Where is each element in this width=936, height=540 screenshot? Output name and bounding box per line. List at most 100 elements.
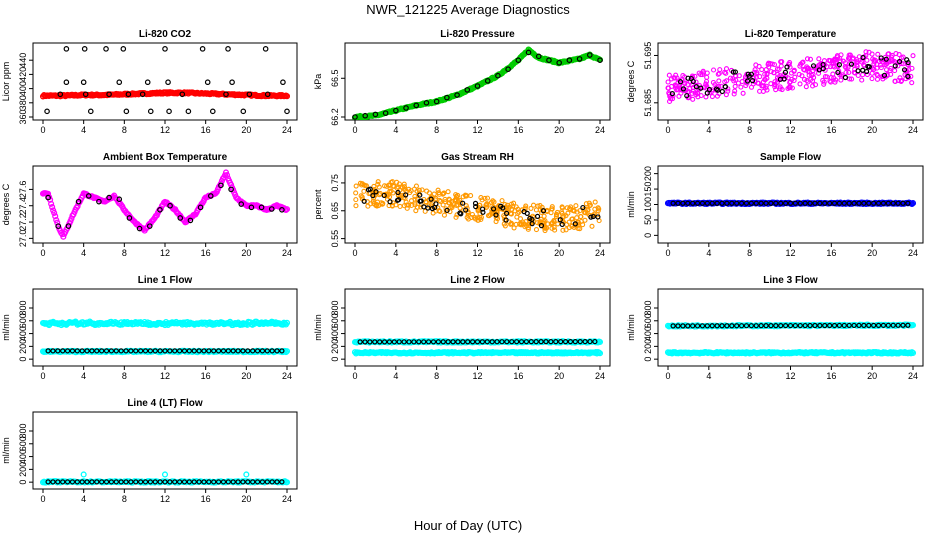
data-point: [812, 200, 818, 206]
data-point: [503, 207, 509, 213]
data-point: [433, 98, 440, 105]
data-point: [215, 348, 222, 354]
y-axis-label: ml/min: [626, 191, 636, 218]
y-tick-label: 440: [18, 53, 28, 68]
data-point: [586, 52, 593, 58]
data-point: [123, 108, 130, 115]
data-point: [230, 479, 236, 485]
data-point: [577, 208, 583, 214]
data-point: [757, 74, 763, 80]
data-point: [860, 54, 866, 61]
data-point: [395, 192, 401, 198]
data-point: [861, 322, 867, 328]
data-point: [558, 339, 564, 345]
data-point: [167, 202, 173, 209]
data-point: [871, 200, 877, 206]
data-point: [444, 94, 450, 101]
panel-title: Ambient Box Temperature: [103, 152, 228, 163]
data-point: [479, 206, 486, 212]
data-point: [123, 348, 129, 354]
data-point: [763, 200, 769, 206]
data-point: [846, 200, 852, 206]
data-point: [559, 221, 565, 228]
data-point: [64, 479, 71, 485]
data-point: [768, 69, 774, 75]
data-point: [527, 215, 533, 222]
data-point: [387, 185, 393, 191]
data-point: [671, 75, 677, 81]
data-point: [220, 479, 227, 485]
data-point: [878, 62, 884, 68]
data-point: [442, 199, 448, 205]
y-tick-label: 400: [18, 326, 28, 341]
data-point: [580, 204, 586, 211]
data-point: [370, 192, 376, 199]
data-point: [719, 323, 725, 329]
data-point: [855, 68, 861, 74]
data-point: [768, 323, 774, 329]
data-point: [827, 322, 833, 329]
x-tick-label: 20: [554, 371, 564, 381]
data-point: [822, 74, 828, 80]
data-point: [772, 84, 778, 90]
data-point: [682, 80, 688, 87]
data-point: [869, 70, 875, 76]
data-point: [714, 93, 721, 99]
data-point: [172, 348, 178, 354]
data-point: [414, 188, 420, 194]
data-point: [472, 200, 479, 206]
data-point: [89, 479, 95, 485]
y-tick-label: 0: [330, 357, 340, 362]
data-point: [401, 181, 407, 187]
data-point: [738, 84, 744, 90]
data-point: [89, 348, 95, 354]
data-point: [362, 112, 369, 119]
data-point: [748, 200, 754, 206]
data-point: [803, 84, 809, 90]
data-point: [878, 65, 884, 71]
x-tick-label: 20: [867, 371, 877, 381]
data-point: [113, 348, 119, 354]
data-point: [408, 198, 415, 204]
data-point: [172, 479, 178, 485]
data-point: [422, 208, 428, 214]
y-tick-label: 51.695: [643, 42, 653, 70]
data-point: [372, 339, 378, 345]
x-tick-label: 8: [747, 248, 752, 258]
x-tick-label: 24: [908, 371, 918, 381]
data-point: [455, 198, 461, 204]
data-point: [835, 54, 841, 60]
y-tick-label: 800: [643, 300, 653, 315]
data-point: [801, 76, 808, 82]
x-tick-label: 12: [160, 248, 170, 258]
data-point: [712, 82, 718, 88]
series-group: [39, 169, 291, 240]
data-point: [578, 214, 584, 220]
data-point: [206, 479, 212, 485]
data-point: [743, 200, 750, 206]
data-point: [869, 51, 875, 57]
y-tick-label: 600: [330, 313, 340, 328]
data-point: [103, 46, 109, 52]
data-point: [555, 221, 561, 227]
data-point: [685, 323, 691, 329]
data-point: [488, 199, 495, 205]
x-tick-label: 16: [201, 125, 211, 135]
data-point: [225, 479, 231, 485]
data-point: [518, 339, 525, 345]
x-tick-label: 24: [908, 248, 918, 258]
data-point: [479, 339, 485, 345]
y-tick-label: 66.5: [330, 70, 340, 88]
data-point: [45, 194, 51, 201]
y-axis-label: ml/min: [1, 314, 11, 341]
data-point: [895, 322, 901, 328]
data-point: [489, 339, 495, 345]
data-point: [367, 186, 373, 192]
data-point: [866, 200, 872, 206]
data-point: [699, 323, 706, 329]
data-point: [79, 479, 85, 485]
data-point: [709, 323, 715, 329]
data-point: [508, 221, 515, 227]
panel-7: Line 2 Flow ml/min 0 4 8 12 16 20 24 0 20040060080…: [313, 275, 611, 381]
